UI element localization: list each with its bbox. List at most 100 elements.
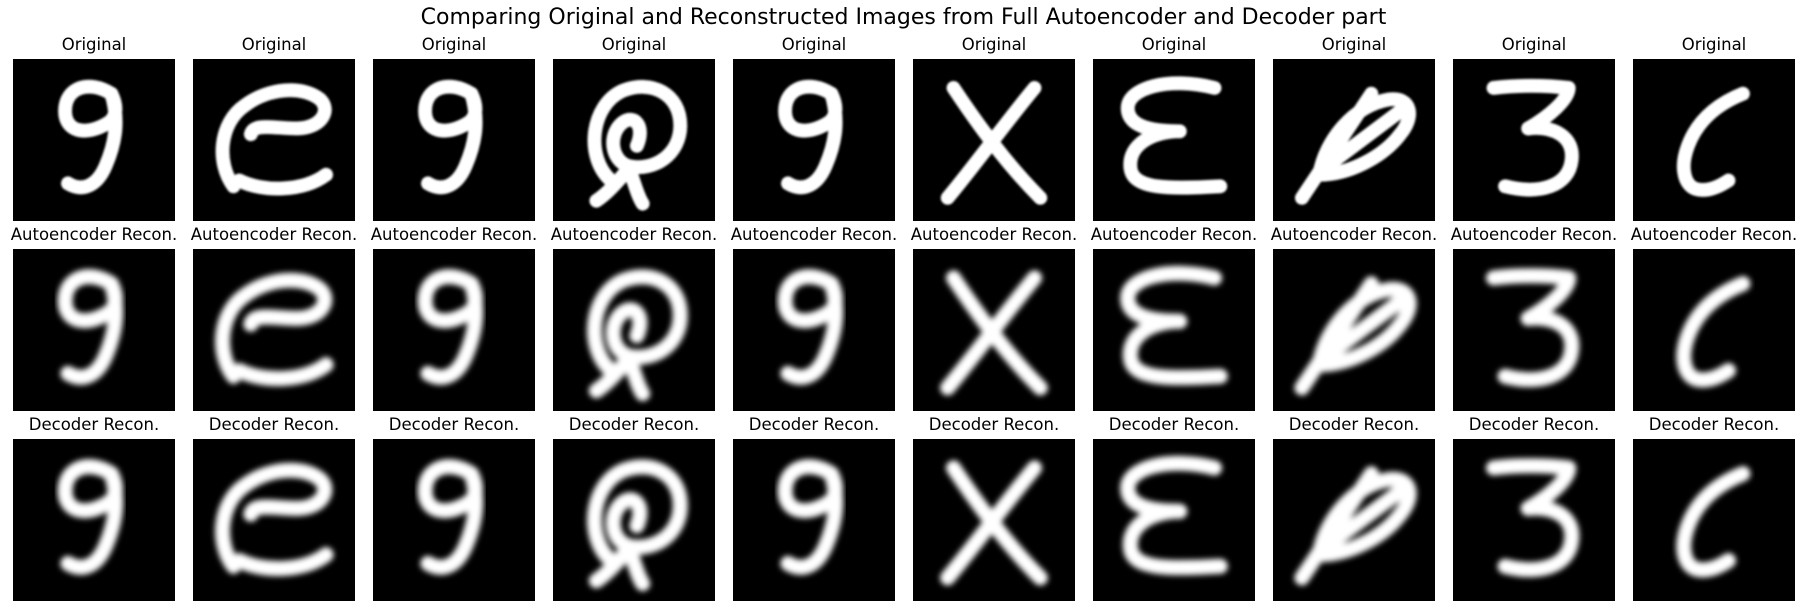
panel-title-decoder-6: Decoder Recon. [928, 415, 1060, 434]
digit-glyph-c [1633, 249, 1795, 411]
glyph-stroke [420, 466, 484, 575]
image-panel-original-10 [1633, 59, 1795, 221]
image-panel-autoencoder-3 [373, 249, 535, 411]
image-panel-autoencoder-1 [13, 249, 175, 411]
digit-glyph-q-loop [553, 439, 715, 601]
glyph-stroke [1676, 466, 1751, 578]
digit-glyph-e-cap [1093, 249, 1255, 411]
glyph-stroke [588, 541, 636, 589]
digit-glyph-9 [373, 59, 535, 221]
glyph-stroke [1485, 458, 1577, 516]
glyph-stroke [1497, 310, 1580, 387]
glyph-stroke [940, 270, 1043, 396]
glyph-stroke [780, 276, 844, 385]
glyph-stroke [215, 462, 333, 574]
digit-glyph-q-loop [553, 249, 715, 411]
image-panel-original-3 [373, 59, 535, 221]
image-panel-autoencoder-2 [193, 249, 355, 411]
digit-glyph-x [913, 59, 1075, 221]
glyph-stroke [1486, 78, 1576, 136]
image-panel-original-2 [193, 59, 355, 221]
image-panel-original-5 [733, 59, 895, 221]
panel-title-decoder-9: Decoder Recon. [1468, 415, 1600, 434]
image-panel-original-6 [913, 59, 1075, 221]
image-panel-original-8 [1273, 59, 1435, 221]
panel-title-original-4: Original [601, 35, 667, 54]
image-panel-decoder-2 [193, 439, 355, 601]
glyph-stroke [1498, 121, 1579, 197]
digit-glyph-e [193, 249, 355, 411]
panel-title-decoder-3: Decoder Recon. [388, 415, 520, 434]
glyph-stroke [61, 86, 123, 195]
glyph-stroke [586, 269, 688, 379]
image-panel-original-9 [1453, 59, 1615, 221]
glyph-stroke [589, 161, 636, 208]
digit-glyph-e [193, 439, 355, 601]
digit-glyph-c [1633, 59, 1795, 221]
glyph-stroke [940, 460, 1043, 586]
panel-title-autoencoder-5: Autoencoder Recon. [730, 225, 898, 244]
image-panel-decoder-3 [373, 439, 535, 601]
panel-title-original-6: Original [961, 35, 1027, 54]
image-panel-decoder-6 [913, 439, 1075, 601]
glyph-stroke [781, 86, 843, 195]
glyph-stroke [215, 83, 332, 194]
panel-title-decoder-7: Decoder Recon. [1108, 415, 1240, 434]
glyph-stroke [421, 86, 483, 195]
image-panel-decoder-8 [1273, 439, 1435, 601]
glyph-stroke [1311, 281, 1417, 373]
panel-title-original-1: Original [61, 35, 127, 54]
image-panel-autoencoder-10 [1633, 249, 1795, 411]
panel-title-original-7: Original [1141, 35, 1207, 54]
panel-title-autoencoder-6: Autoencoder Recon. [910, 225, 1078, 244]
digit-glyph-9 [733, 249, 895, 411]
panel-title-autoencoder-1: Autoencoder Recon. [10, 225, 178, 244]
panel-title-decoder-1: Decoder Recon. [28, 415, 160, 434]
digit-glyph-3 [1453, 249, 1615, 411]
glyph-stroke [420, 276, 484, 385]
digit-glyph-9 [733, 59, 895, 221]
glyph-stroke [1311, 471, 1417, 563]
digit-glyph-e [193, 59, 355, 221]
glyph-stroke [232, 167, 334, 196]
glyph-stroke [1123, 124, 1228, 195]
panel-title-autoencoder-10: Autoencoder Recon. [1630, 225, 1798, 244]
panel-title-original-8: Original [1321, 35, 1387, 54]
glyph-stroke [1323, 293, 1408, 361]
panel-title-autoencoder-7: Autoencoder Recon. [1090, 225, 1258, 244]
image-panel-original-4 [553, 59, 715, 221]
panel-title-autoencoder-4: Autoencoder Recon. [550, 225, 718, 244]
panel-title-autoencoder-9: Autoencoder Recon. [1450, 225, 1618, 244]
panel-title-decoder-10: Decoder Recon. [1648, 415, 1780, 434]
panel-title-decoder-2: Decoder Recon. [208, 415, 340, 434]
image-panel-decoder-9 [1453, 439, 1615, 601]
digit-glyph-x [913, 249, 1075, 411]
figure-title: Comparing Original and Reconstructed Ima… [420, 5, 1387, 30]
image-panel-decoder-5 [733, 439, 895, 601]
image-panel-decoder-4 [553, 439, 715, 601]
image-panel-autoencoder-9 [1453, 249, 1615, 411]
panel-title-autoencoder-8: Autoencoder Recon. [1270, 225, 1438, 244]
glyph-stroke [231, 357, 334, 386]
glyph-stroke [60, 276, 124, 385]
panel-title-decoder-8: Decoder Recon. [1288, 415, 1420, 434]
glyph-stroke [1122, 503, 1228, 576]
panel-title-original-5: Original [781, 35, 847, 54]
glyph-stroke [588, 351, 636, 399]
digit-glyph-leaf [1273, 439, 1435, 601]
glyph-stroke [940, 80, 1042, 205]
digit-glyph-e-cap [1093, 59, 1255, 221]
digit-glyph-9 [13, 249, 175, 411]
digit-glyph-9 [373, 249, 535, 411]
digit-glyph-9 [13, 439, 175, 601]
digit-glyph-9 [733, 439, 895, 601]
glyph-stroke [780, 466, 844, 575]
panel-title-original-3: Original [421, 35, 487, 54]
image-panel-decoder-10 [1633, 439, 1795, 601]
glyph-stroke [1676, 276, 1751, 388]
image-panel-autoencoder-8 [1273, 249, 1435, 411]
image-panel-decoder-7 [1093, 439, 1255, 601]
digit-glyph-9 [13, 59, 175, 221]
digit-glyph-e-cap [1093, 439, 1255, 601]
